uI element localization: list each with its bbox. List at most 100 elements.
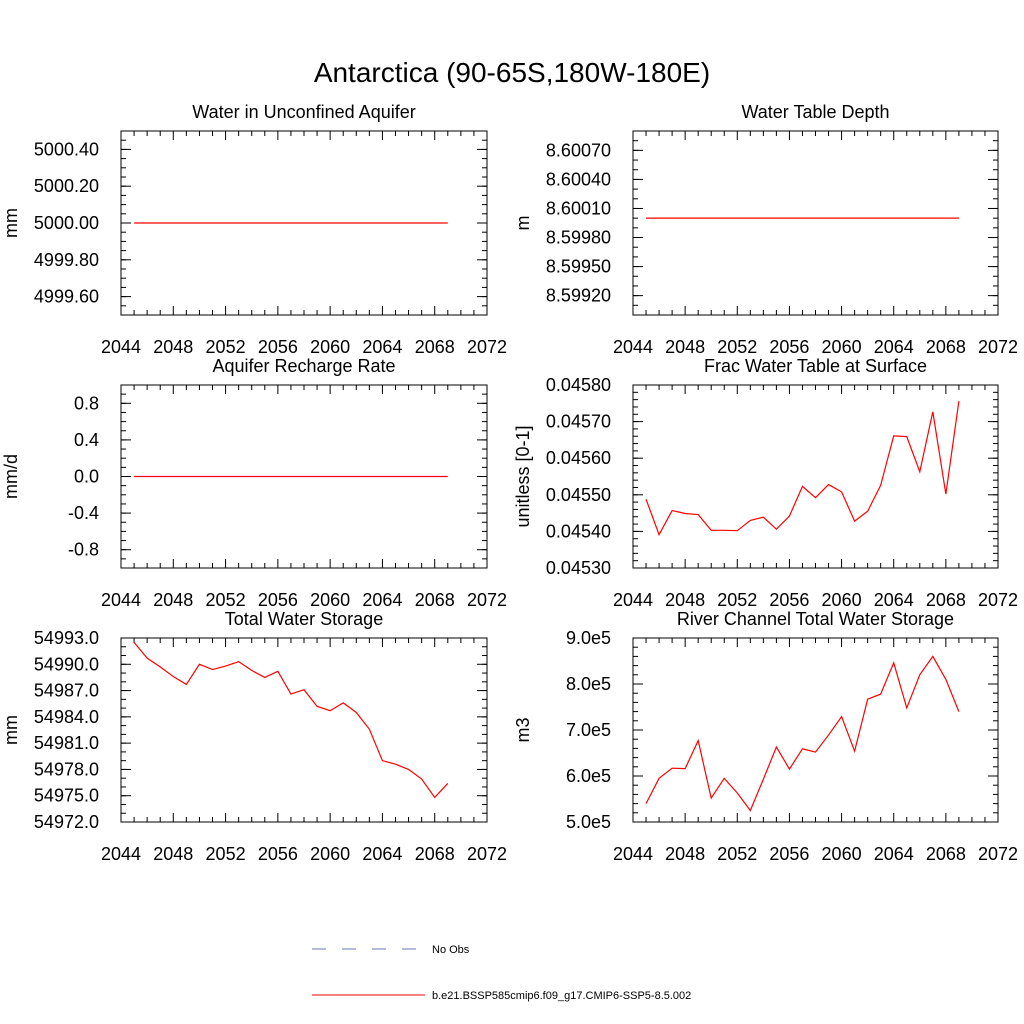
x-tick-label: 2048 <box>665 844 705 864</box>
x-tick-label: 2052 <box>206 337 246 357</box>
panel-water-in-unconfined-aquifer: 2044 2048 2052 2056 2060 2064 2068 2072 4999.60 4… <box>1 102 507 357</box>
x-tick-label: 2052 <box>717 337 757 357</box>
x-tick-label: 2068 <box>926 590 966 610</box>
plot-frame <box>632 637 999 823</box>
y-tick-label: 0.04570 <box>546 412 611 432</box>
x-tick-label: 2052 <box>206 590 246 610</box>
y-tick-label: 0.04540 <box>546 521 611 541</box>
x-tick-label: 2044 <box>613 337 653 357</box>
series-line <box>133 641 449 799</box>
y-tick-label: 9.0e5 <box>566 628 611 648</box>
y-tick-label: 54990.0 <box>34 654 99 674</box>
y-tick-label: 5000.20 <box>34 176 99 196</box>
y-axis-label: unitless [0-1] <box>513 425 533 527</box>
x-tick-label: 2052 <box>717 844 757 864</box>
y-tick-label: 0.04550 <box>546 485 611 505</box>
y-tick-label: 54972.0 <box>34 812 99 832</box>
x-tick-label: 2048 <box>665 337 705 357</box>
x-tick-label: 2056 <box>258 337 298 357</box>
y-tick-label: 0.4 <box>74 430 99 450</box>
x-tick-label: 2044 <box>613 844 653 864</box>
panel-river-channel-total-water-storage: 2044 2048 2052 2056 2060 2064 2068 2072 5.0e5 6.0… <box>513 609 1018 864</box>
y-tick-label: 4999.80 <box>34 250 99 270</box>
y-tick-label: 8.0e5 <box>566 674 611 694</box>
x-tick-label: 2064 <box>874 844 914 864</box>
y-tick-label: 5.0e5 <box>566 812 611 832</box>
x-tick-label: 2056 <box>769 590 809 610</box>
x-tick-label: 2064 <box>874 590 914 610</box>
panel-title: Water Table Depth <box>741 102 889 122</box>
y-tick-label: 5000.40 <box>34 139 99 159</box>
y-tick-label: 54975.0 <box>34 786 99 806</box>
y-tick-label: 54984.0 <box>34 707 99 727</box>
y-tick-label: 0.04580 <box>546 375 611 395</box>
legend-model-label: b.e21.BSSP585cmip6.f09_g17.CMIP6-SSP5-8.… <box>432 990 691 1002</box>
y-tick-label: 54978.0 <box>34 759 99 779</box>
x-tick-label: 2068 <box>415 590 455 610</box>
x-tick-label: 2044 <box>613 590 653 610</box>
x-tick-label: 2056 <box>769 844 809 864</box>
x-tick-label: 2072 <box>978 844 1018 864</box>
y-axis-label: m <box>513 216 533 231</box>
x-tick-label: 2048 <box>665 590 705 610</box>
y-tick-label: 7.0e5 <box>566 720 611 740</box>
y-tick-label: 8.59920 <box>546 286 611 306</box>
x-tick-label: 2068 <box>926 844 966 864</box>
figure-title: Antarctica (90-65S,180W-180E) <box>314 57 710 88</box>
x-tick-label: 2064 <box>362 337 402 357</box>
y-tick-label: 8.60070 <box>546 140 611 160</box>
y-axis-label: mm <box>1 715 21 745</box>
panel-frac-water-table-at-surface: 2044 2048 2052 2056 2060 2064 2068 2072 0.04530 0… <box>513 356 1018 610</box>
panel-aquifer-recharge-rate: 2044 2048 2052 2056 2060 2064 2068 2072 -0.8 -0.4… <box>1 356 507 610</box>
y-tick-label: 6.0e5 <box>566 766 611 786</box>
x-tick-label: 2072 <box>467 844 507 864</box>
panel-total-water-storage: 2044 2048 2052 2056 2060 2064 2068 2072 54972.0 5… <box>1 609 507 864</box>
x-tick-label: 2044 <box>101 337 141 357</box>
y-tick-label: 0.8 <box>74 393 99 413</box>
y-tick-label: 0.04560 <box>546 448 611 468</box>
y-tick-label: 4999.60 <box>34 287 99 307</box>
x-tick-label: 2056 <box>258 590 298 610</box>
y-tick-label: 8.59950 <box>546 257 611 277</box>
x-tick-label: 2052 <box>717 590 757 610</box>
x-tick-label: 2044 <box>101 590 141 610</box>
y-tick-label: 8.60010 <box>546 198 611 218</box>
x-tick-label: 2072 <box>978 337 1018 357</box>
x-tick-label: 2060 <box>822 590 862 610</box>
panel-water-table-depth: 2044 2048 2052 2056 2060 2064 2068 2072 8.59920 8… <box>513 102 1018 357</box>
x-tick-label: 2068 <box>926 337 966 357</box>
x-tick-label: 2068 <box>415 337 455 357</box>
x-tick-label: 2060 <box>310 590 350 610</box>
x-tick-label: 2052 <box>206 844 246 864</box>
legend: No Obs b.e21.BSSP585cmip6.f09_g17.CMIP6-… <box>312 944 691 1002</box>
x-tick-label: 2060 <box>822 337 862 357</box>
panel-title: Water in Unconfined Aquifer <box>192 102 415 122</box>
x-tick-label: 2060 <box>310 844 350 864</box>
x-tick-label: 2064 <box>362 590 402 610</box>
y-tick-label: -0.8 <box>68 540 99 560</box>
x-tick-label: 2072 <box>467 337 507 357</box>
x-tick-label: 2048 <box>153 590 193 610</box>
y-tick-label: 54993.0 <box>34 628 99 648</box>
series-line <box>645 401 960 537</box>
x-tick-label: 2068 <box>415 844 455 864</box>
x-tick-label: 2072 <box>978 590 1018 610</box>
panel-title: Frac Water Table at Surface <box>704 356 927 376</box>
y-tick-label: 0.0 <box>74 467 99 487</box>
x-tick-label: 2072 <box>467 590 507 610</box>
series-line <box>645 655 960 812</box>
plot-frame <box>632 130 999 316</box>
y-tick-label: 8.59980 <box>546 228 611 248</box>
y-tick-label: 54987.0 <box>34 681 99 701</box>
y-tick-label: -0.4 <box>68 503 99 523</box>
y-tick-label: 54981.0 <box>34 733 99 753</box>
x-tick-label: 2056 <box>258 844 298 864</box>
x-tick-label: 2064 <box>362 844 402 864</box>
panel-title: River Channel Total Water Storage <box>677 609 954 629</box>
y-tick-label: 0.04530 <box>546 558 611 578</box>
panel-title: Total Water Storage <box>225 609 383 629</box>
x-tick-label: 2048 <box>153 844 193 864</box>
y-axis-label: mm/d <box>1 454 21 499</box>
y-axis-label: mm <box>1 208 21 238</box>
